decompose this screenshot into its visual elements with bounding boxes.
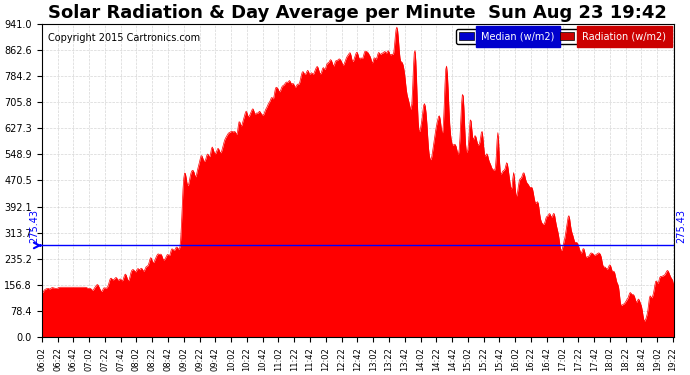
Legend: Median (w/m2), Radiation (w/m2): Median (w/m2), Radiation (w/m2) [456, 28, 669, 44]
Text: Copyright 2015 Cartronics.com: Copyright 2015 Cartronics.com [48, 33, 200, 43]
Title: Solar Radiation & Day Average per Minute  Sun Aug 23 19:42: Solar Radiation & Day Average per Minute… [48, 4, 667, 22]
Text: 275.43: 275.43 [30, 209, 39, 243]
Text: 275.43: 275.43 [676, 209, 686, 243]
